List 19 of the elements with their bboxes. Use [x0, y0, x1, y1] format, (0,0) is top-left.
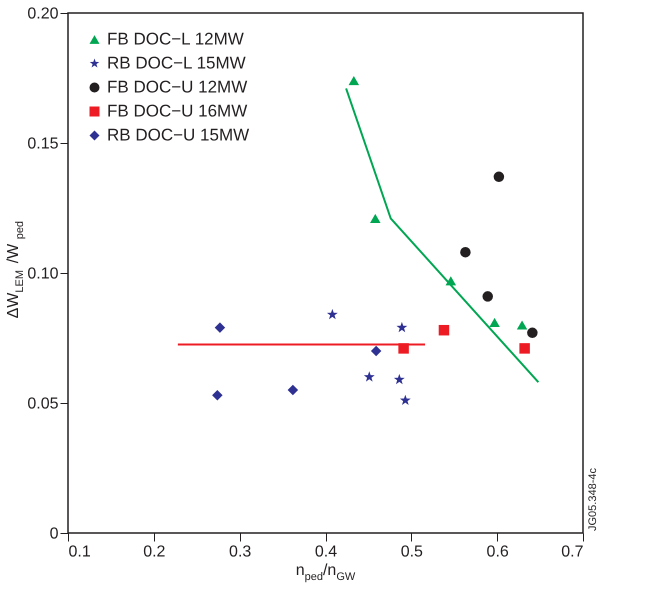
- legend-label: FB DOC−L 12MW: [107, 30, 244, 48]
- x-tick-label: 0.3: [229, 544, 252, 560]
- text: JG05.348-4c: [587, 468, 599, 531]
- y-axis-title: ΔWLEM /Wped: [5, 220, 26, 318]
- x-tick-label: 0.7: [561, 544, 584, 560]
- y-tick-label: 0.15: [27, 136, 59, 152]
- legend-label: RB DOC−L 15MW: [107, 54, 246, 72]
- y-tick-label: 0.20: [27, 6, 59, 22]
- y-tick-label: 0.10: [27, 266, 59, 282]
- x-tick-label: 0.6: [486, 544, 509, 560]
- x-tick-label: 0.5: [400, 544, 424, 560]
- legend-label: RB DOC−U 15MW: [107, 126, 250, 144]
- x-tick-label: 0.1: [68, 544, 91, 560]
- x-tick-label: 0.4: [314, 544, 338, 560]
- x-tick-label: 0.2: [143, 544, 166, 560]
- legend-label: FB DOC−U 12MW: [107, 78, 248, 96]
- y-tick-label: 0: [50, 526, 59, 542]
- legend-label: FB DOC−U 16MW: [107, 102, 248, 120]
- y-tick-label: 0.05: [27, 396, 59, 412]
